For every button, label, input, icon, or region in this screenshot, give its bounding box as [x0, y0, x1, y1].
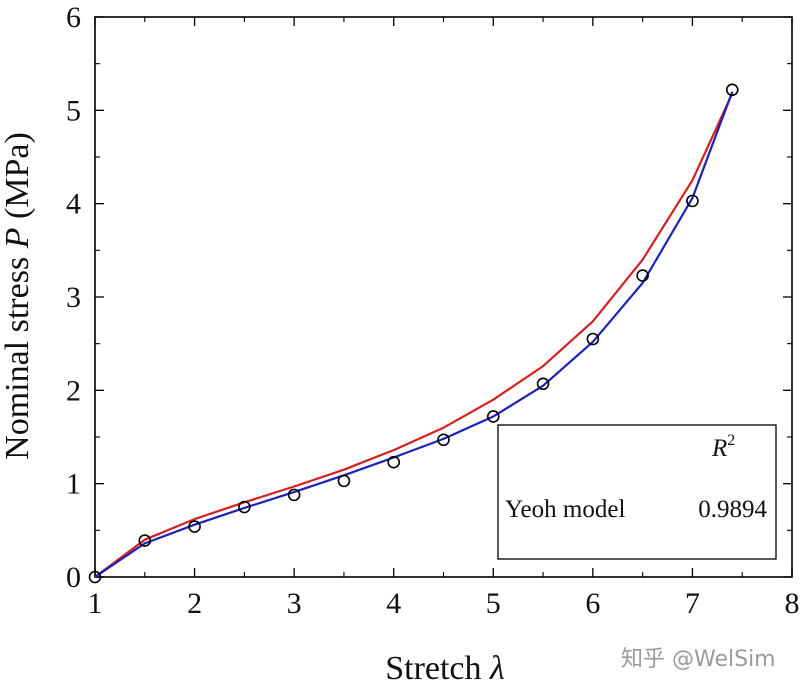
data-point — [725, 83, 739, 97]
y-tick-label: 0 — [66, 561, 81, 594]
data-point — [686, 194, 699, 208]
x-tick-label: 2 — [187, 587, 202, 620]
y-tick-label: 2 — [66, 374, 81, 407]
series-line-0 — [94, 93, 734, 578]
data-point — [138, 534, 152, 547]
y-axis-title: Nominal stress P (MPa) — [0, 132, 36, 460]
data-point — [88, 570, 102, 584]
legend-row-label: Yeoh model — [505, 496, 625, 523]
data-point — [387, 455, 401, 469]
data-point — [188, 520, 201, 533]
y-tick-label: 3 — [66, 281, 81, 314]
legend-box — [497, 424, 777, 560]
data-point — [636, 269, 649, 282]
data-point — [437, 433, 450, 447]
data-point — [238, 500, 251, 514]
data-point — [536, 377, 550, 391]
legend-row-value: 0.9894 — [698, 496, 767, 523]
x-tick-label: 8 — [785, 587, 800, 620]
data-point — [337, 474, 351, 488]
legend: R2 Yeoh model 0.9894 — [497, 424, 777, 560]
x-tick-label: 3 — [287, 587, 302, 620]
data-point — [486, 410, 500, 423]
x-tick-label: 1 — [88, 587, 103, 620]
y-axis-ticks: 0 1 2 3 4 5 6 — [66, 1, 792, 594]
series-line-1 — [94, 91, 734, 578]
y-tick-label: 5 — [66, 94, 81, 127]
x-tick-label: 7 — [685, 587, 700, 620]
x-tick-label: 5 — [486, 587, 501, 620]
x-axis-ticks: 1 2 3 4 5 6 7 8 — [88, 17, 800, 620]
series-layer — [88, 83, 739, 584]
data-point — [586, 332, 600, 346]
data-point — [287, 488, 301, 502]
x-tick-label: 6 — [585, 587, 600, 620]
y-tick-label: 4 — [66, 188, 81, 221]
watermark: 知乎 @WelSim — [621, 647, 776, 672]
y-tick-label: 1 — [66, 468, 81, 501]
x-axis-title: Stretch λ — [385, 650, 505, 687]
y-tick-label: 6 — [66, 1, 81, 34]
x-tick-label: 4 — [386, 587, 401, 620]
legend-header: R2 — [711, 432, 735, 462]
